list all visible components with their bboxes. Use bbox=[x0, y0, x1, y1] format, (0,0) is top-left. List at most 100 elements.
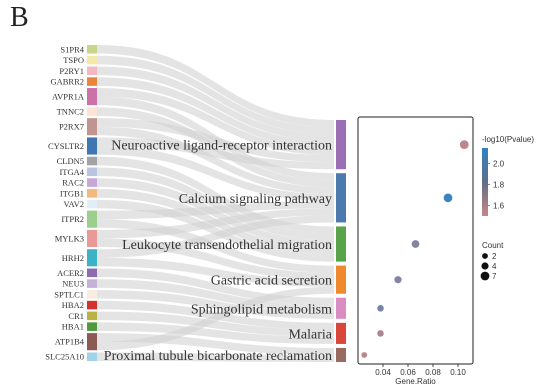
sankey-link bbox=[97, 199, 334, 262]
gene-label: HBA2 bbox=[62, 300, 84, 310]
gene-node bbox=[87, 268, 97, 278]
gene-node bbox=[87, 279, 97, 288]
size-legend-label: 2 bbox=[492, 252, 497, 261]
sankey-link bbox=[97, 137, 334, 170]
sankey-link bbox=[97, 55, 334, 135]
sankey-link bbox=[97, 146, 334, 202]
gene-node bbox=[87, 167, 97, 177]
gene-node bbox=[87, 77, 97, 86]
sankey-link bbox=[97, 77, 334, 149]
gene-label: AVPR1A bbox=[52, 92, 85, 102]
sankey-link bbox=[97, 208, 334, 239]
sankey-link bbox=[97, 215, 334, 258]
gene-label: SLC25A10 bbox=[45, 352, 84, 362]
color-legend-tick-label: 1.6 bbox=[493, 202, 505, 211]
gene-label: CLDN5 bbox=[57, 156, 84, 166]
size-legend-dot bbox=[481, 262, 489, 270]
sankey-link bbox=[97, 66, 334, 142]
gene-label: MYLK3 bbox=[55, 233, 84, 243]
size-legend-title: Count bbox=[482, 241, 504, 250]
dotplot-frame bbox=[357, 116, 474, 365]
gene-label: ITPR2 bbox=[61, 214, 84, 224]
dot-point bbox=[377, 305, 384, 312]
x-tick-label: 0.08 bbox=[425, 368, 441, 377]
gene-node bbox=[87, 45, 97, 54]
pathway-node bbox=[336, 265, 346, 294]
pathway-label: Proximal tubule bicarbonate reclamation bbox=[104, 349, 332, 364]
pathway-label: Leukocyte transendothelial migration bbox=[122, 238, 332, 253]
gene-label: P2RX7 bbox=[59, 122, 84, 132]
dot-point bbox=[377, 330, 384, 337]
sankey-link bbox=[97, 219, 334, 273]
x-axis-title: Gene.Ratio bbox=[395, 377, 436, 386]
color-legend-tick-label: 1.8 bbox=[493, 181, 505, 190]
sankey-link bbox=[97, 167, 334, 241]
gene-node bbox=[87, 352, 97, 361]
gene-node bbox=[87, 156, 97, 166]
legends: -log10(Pvalue) 1.6 1.8 2.0 Count 247 bbox=[480, 135, 534, 281]
sankey-link bbox=[97, 311, 334, 337]
gene-label: ACER2 bbox=[57, 268, 84, 278]
size-legend-dot bbox=[482, 253, 488, 259]
gene-node bbox=[87, 290, 97, 299]
sankey-link bbox=[97, 352, 334, 362]
pathway-node bbox=[336, 297, 346, 319]
x-tick-label: 0.10 bbox=[450, 368, 466, 377]
gene-label: HRH2 bbox=[62, 253, 84, 263]
gene-node bbox=[87, 229, 97, 248]
gene-label: TSPO bbox=[63, 55, 84, 65]
gene-label: ITGA4 bbox=[59, 167, 84, 177]
gene-node bbox=[87, 55, 97, 65]
gene-node bbox=[87, 210, 97, 228]
gene-label: VAV2 bbox=[64, 199, 84, 209]
pathway-node bbox=[336, 120, 346, 170]
gene-label: SPTLC1 bbox=[54, 289, 84, 299]
color-legend-title: -log10(Pvalue) bbox=[482, 135, 534, 144]
size-legend-dot bbox=[480, 271, 490, 281]
sankey-link bbox=[97, 156, 334, 234]
pathway-label: Malaria bbox=[288, 327, 332, 342]
gene-label: CYSLTR2 bbox=[48, 141, 84, 151]
sankey-link bbox=[97, 126, 334, 195]
sankey-link bbox=[97, 45, 334, 128]
dot-plot: 0.04 0.06 0.08 0.10 Gene.Ratio bbox=[357, 116, 474, 386]
gene-node bbox=[87, 178, 97, 187]
gene-label: RAC2 bbox=[62, 178, 84, 188]
pathway-node bbox=[336, 173, 346, 223]
gene-node bbox=[87, 189, 97, 198]
sankey-link bbox=[97, 322, 334, 344]
dot-point bbox=[361, 352, 368, 358]
size-legend-label: 4 bbox=[492, 262, 497, 271]
pathway-label: Sphingolipid metabolism bbox=[191, 302, 332, 317]
sankey-link bbox=[97, 290, 334, 319]
sankey-link bbox=[97, 286, 334, 351]
sankey-link bbox=[97, 279, 334, 312]
pathway-label: Gastric acid secretion bbox=[211, 274, 332, 289]
pathway-node bbox=[336, 226, 346, 262]
gene-node bbox=[87, 300, 97, 310]
gene-node bbox=[87, 322, 97, 331]
sankey-link bbox=[97, 118, 334, 163]
gene-node bbox=[87, 107, 97, 116]
sankey-link bbox=[97, 107, 334, 188]
gene-label: S1PR4 bbox=[60, 44, 84, 54]
gene-label: TNNC2 bbox=[57, 107, 84, 117]
gene-node bbox=[87, 66, 97, 76]
gene-label: NEU3 bbox=[62, 279, 84, 289]
gene-node bbox=[87, 199, 97, 209]
color-legend-tick-label: 2.0 bbox=[493, 160, 505, 169]
x-tick-label: 0.04 bbox=[375, 368, 391, 377]
gene-label: P2RY1 bbox=[59, 66, 84, 76]
gene-node bbox=[87, 137, 97, 155]
dot-point bbox=[459, 140, 469, 149]
gene-label: HBA1 bbox=[62, 322, 84, 332]
gene-label: ATP1B4 bbox=[55, 337, 85, 347]
gene-node bbox=[87, 333, 97, 351]
dot-point bbox=[394, 276, 402, 284]
sankey-link bbox=[97, 257, 334, 287]
pathway-nodes: Neuroactive ligand-receptor interaction C… bbox=[104, 120, 346, 364]
dot-point bbox=[443, 193, 453, 203]
x-tick-label: 0.06 bbox=[400, 368, 416, 377]
